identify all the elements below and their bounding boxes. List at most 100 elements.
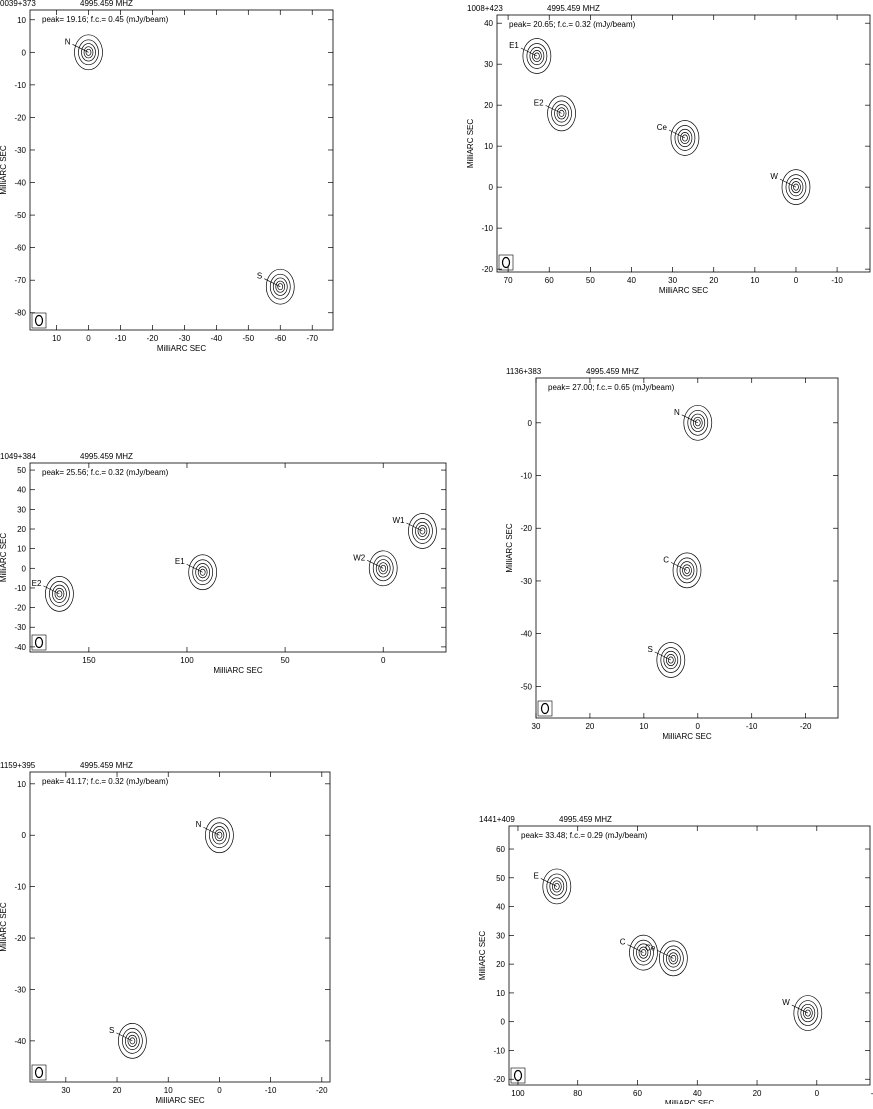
x-tick-label: 0 — [696, 722, 701, 731]
contour — [542, 868, 572, 905]
component-label: E1 — [175, 557, 185, 566]
component-label: N — [196, 820, 202, 829]
y-tick-label: -30 — [14, 146, 26, 155]
component-label: N — [674, 408, 680, 417]
y-tick-label: -50 — [520, 682, 532, 691]
contour — [216, 831, 223, 839]
peak-annotation: peak= 33.48; f.c.= 0.29 (mJy/beam) — [521, 831, 648, 840]
contour — [275, 280, 286, 293]
y-axis-label: MilliARC SEC — [0, 902, 8, 952]
label-leader — [668, 129, 686, 139]
contour — [277, 283, 284, 291]
contour — [378, 562, 389, 575]
contour — [122, 1028, 143, 1054]
component — [45, 575, 74, 612]
y-tick-label: -30 — [14, 623, 26, 632]
x-tick-label: -10 — [115, 334, 127, 343]
label-leader — [72, 44, 89, 53]
contour — [83, 46, 94, 59]
component-label: C — [663, 555, 669, 564]
beam-box — [31, 634, 47, 651]
component — [74, 34, 103, 71]
component-label: W2 — [353, 553, 366, 562]
contour — [797, 1000, 819, 1026]
y-tick-label: 40 — [484, 19, 493, 28]
x-tick-label: 20 — [113, 1086, 122, 1095]
contour — [85, 48, 92, 56]
contour — [546, 873, 568, 900]
beam-box — [510, 1067, 526, 1084]
y-tick-label: 20 — [496, 960, 505, 969]
x-tick-label: 0 — [815, 1089, 820, 1098]
contour — [81, 43, 96, 62]
y-tick-label: 20 — [484, 101, 493, 110]
contour — [188, 554, 218, 591]
panel: 1159+395 4995.459 MHZ peak= 41.17; f.c.= 0… — [0, 761, 331, 1105]
beam-box — [31, 1064, 47, 1081]
y-tick-label: -40 — [14, 643, 26, 652]
contour — [49, 580, 70, 607]
contour — [56, 590, 63, 598]
x-axis-label: MilliARC SEC — [155, 1096, 205, 1104]
y-tick-label: 30 — [484, 60, 493, 69]
y-tick-label: 60 — [496, 845, 505, 854]
component — [659, 940, 688, 977]
x-tick-label: -10 — [831, 276, 843, 285]
component-label: E1 — [509, 41, 519, 50]
contour — [415, 521, 430, 541]
plot-frame — [29, 771, 331, 1083]
contour — [788, 178, 804, 197]
component — [408, 513, 437, 549]
y-tick-label: 10 — [484, 142, 493, 151]
x-tick-label: -30 — [179, 334, 191, 343]
x-tick-label: 0 — [86, 334, 91, 343]
contour — [212, 826, 227, 845]
y-tick-label: 10 — [17, 780, 26, 789]
y-tick-label: 50 — [17, 466, 26, 475]
label-leader — [654, 651, 671, 661]
component-label: E2 — [32, 579, 42, 588]
component-label: S — [257, 272, 262, 281]
x-tick-label: 20 — [753, 1089, 762, 1098]
contour — [368, 550, 398, 587]
contour — [663, 650, 679, 670]
component — [118, 1023, 147, 1059]
source-name: 1008+423 — [467, 4, 503, 13]
x-tick-label: -70 — [306, 334, 318, 343]
x-tick-label: 0 — [381, 656, 386, 665]
y-tick-label: 0 — [528, 419, 533, 428]
y-tick-label: -10 — [14, 584, 26, 593]
label-leader — [657, 950, 674, 959]
y-tick-label: 10 — [17, 545, 26, 554]
contour — [793, 995, 823, 1031]
frequency: 4995.459 MHZ — [80, 761, 133, 770]
component — [188, 554, 218, 591]
component — [629, 934, 658, 971]
y-tick-label: 0 — [22, 831, 27, 840]
contour — [522, 38, 552, 74]
x-tick-label: 10 — [639, 722, 648, 731]
x-tick-label: 40 — [627, 276, 636, 285]
label-leader — [367, 560, 384, 569]
contour — [672, 552, 702, 589]
x-tick-label: 0 — [794, 276, 799, 285]
label-leader — [116, 1032, 133, 1042]
contour — [214, 829, 225, 842]
y-tick-label: -80 — [14, 309, 26, 318]
contour — [666, 949, 681, 968]
y-axis-label: MilliARC SEC — [505, 523, 514, 573]
component — [542, 868, 572, 905]
contour — [659, 940, 688, 977]
plot-frame — [496, 14, 871, 273]
x-tick-label: -50 — [243, 334, 255, 343]
label-leader — [203, 826, 220, 836]
x-tick-label: 60 — [545, 276, 554, 285]
contour — [534, 52, 540, 60]
beam-box — [537, 700, 553, 717]
y-tick-label: 30 — [496, 931, 505, 940]
component — [670, 120, 700, 156]
y-tick-label: 10 — [17, 16, 26, 25]
component-label: N — [65, 37, 71, 46]
contour — [684, 566, 690, 574]
contour — [800, 1003, 816, 1023]
